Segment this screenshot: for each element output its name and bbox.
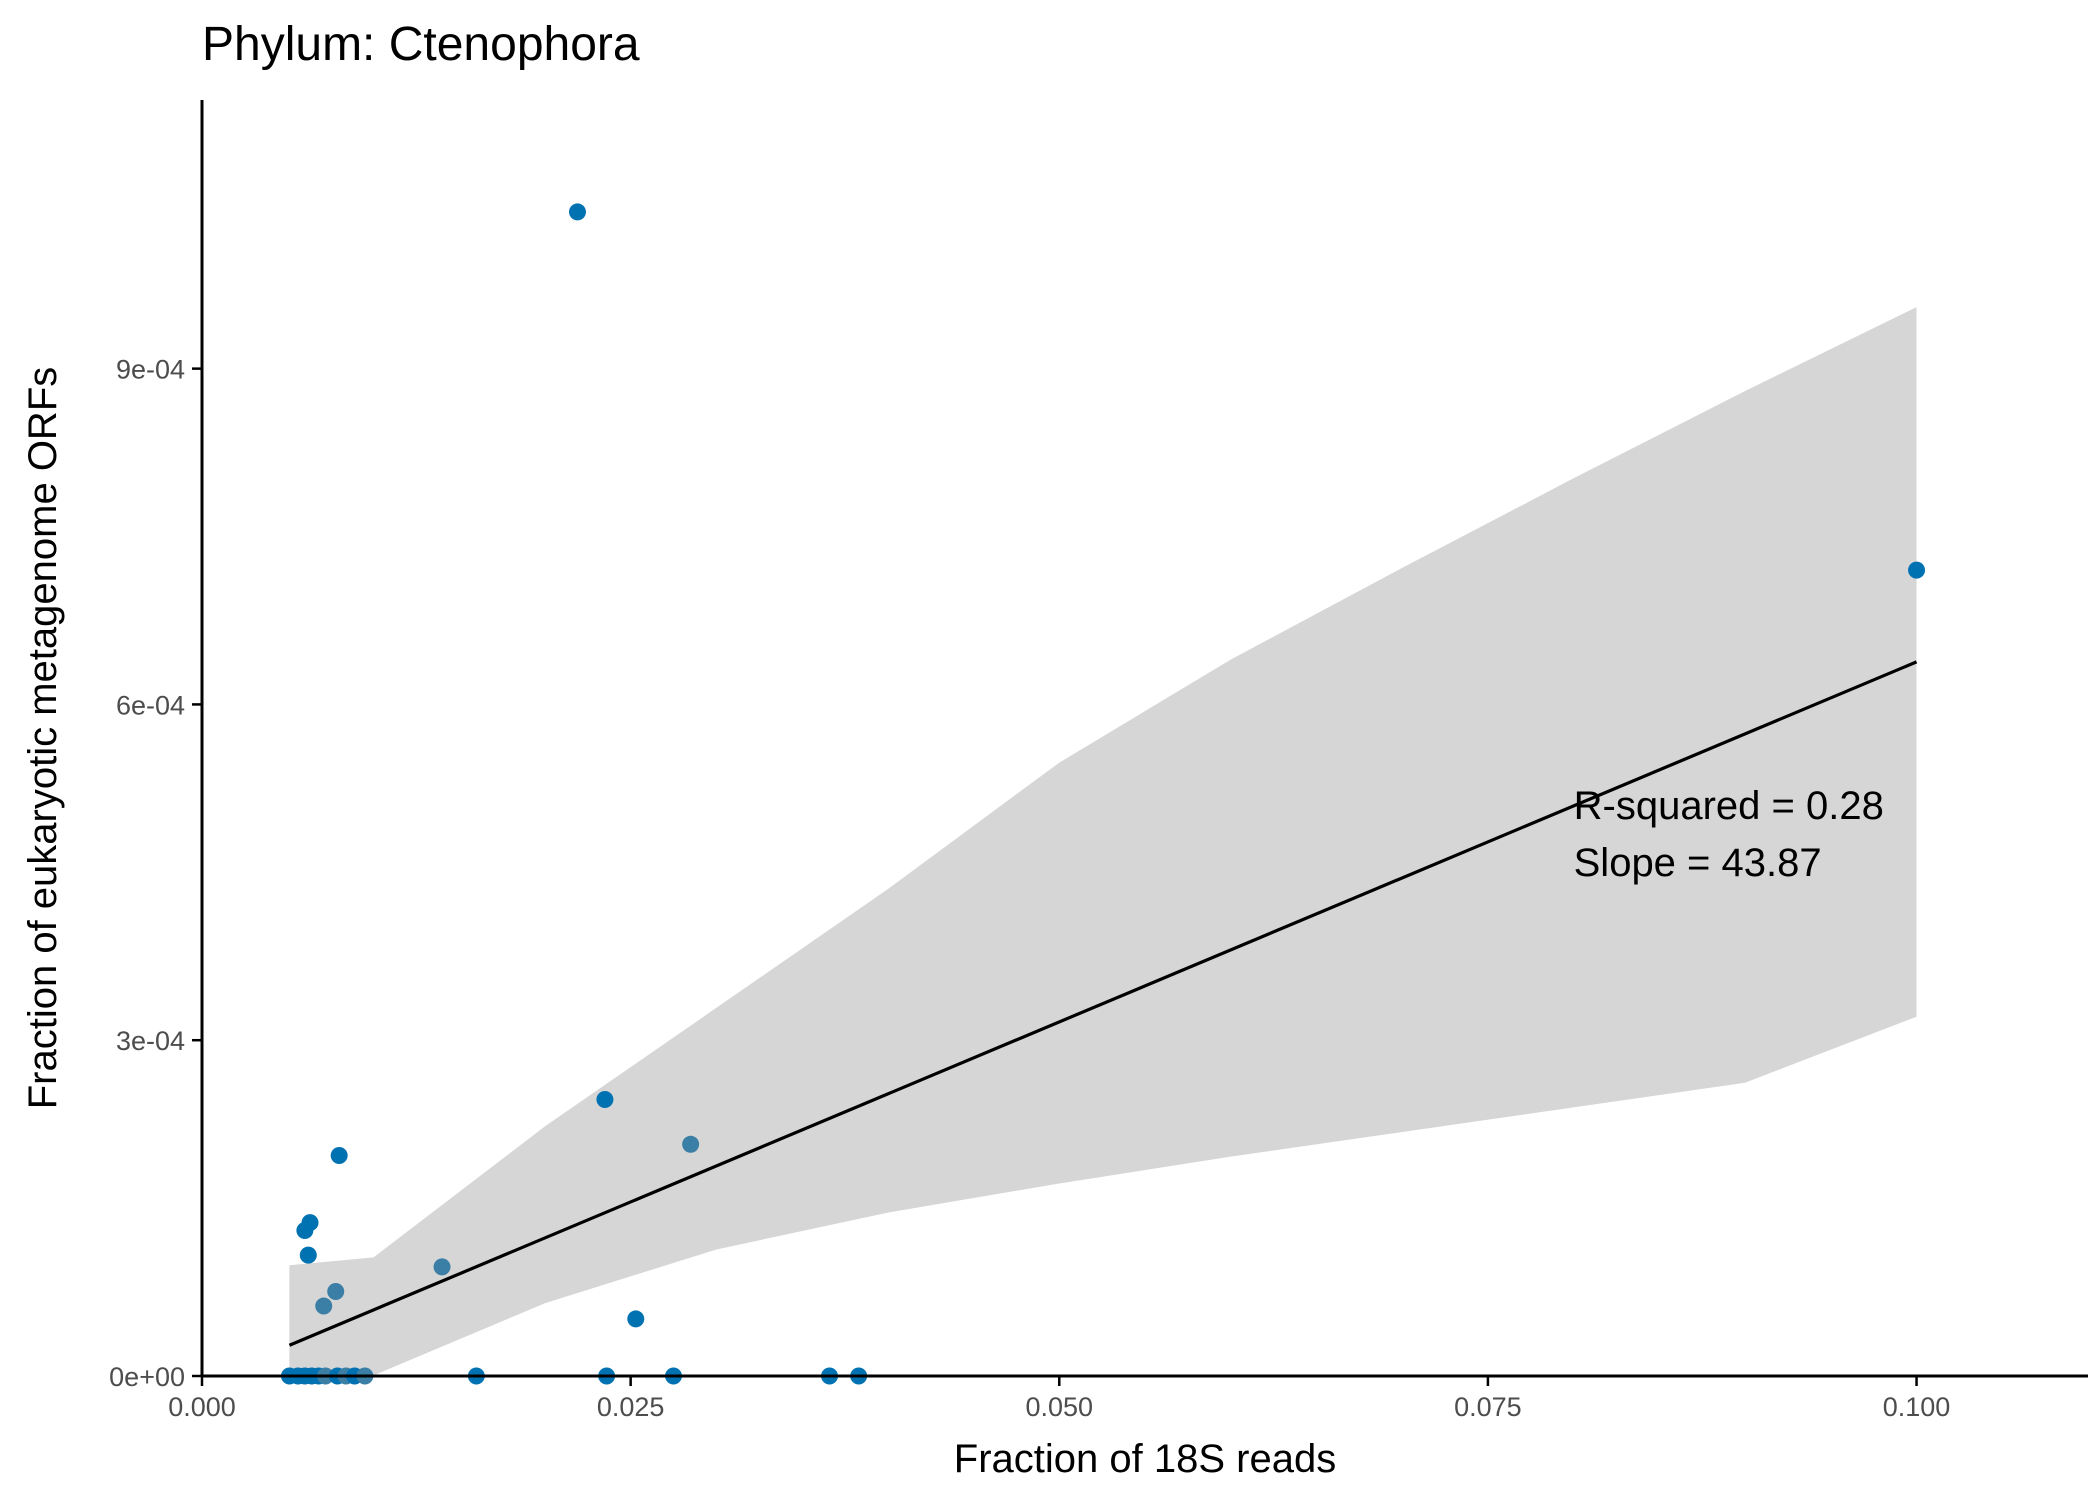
x-tick-label: 0.050 bbox=[1025, 1392, 1093, 1422]
data-point bbox=[568, 203, 586, 221]
confidence-band-layer bbox=[289, 307, 1917, 1377]
axes-layer: 0.000 0.025 0.050 0.075 0.100 0e+00 3e-04 6e-04… bbox=[109, 100, 2088, 1422]
regression-line-layer bbox=[288, 660, 1918, 1347]
data-point bbox=[627, 1310, 645, 1328]
slope-annotation: Slope = 43.87 bbox=[1574, 841, 1822, 885]
data-point bbox=[296, 1221, 314, 1239]
x-tick-label: 0.025 bbox=[597, 1392, 665, 1422]
data-point bbox=[327, 1282, 345, 1300]
x-tick-label: 0.100 bbox=[1883, 1392, 1951, 1422]
confidence-band bbox=[289, 307, 1917, 1377]
x-axis-title: Fraction of 18S reads bbox=[954, 1437, 1336, 1481]
y-tick-label: 0e+00 bbox=[109, 1362, 185, 1392]
chart-title: Phylum: Ctenophora bbox=[202, 18, 640, 71]
data-point bbox=[682, 1135, 700, 1153]
data-point bbox=[1908, 561, 1926, 579]
r-squared-annotation: R-squared = 0.28 bbox=[1574, 784, 1884, 828]
y-tick-label: 3e-04 bbox=[116, 1026, 185, 1056]
y-tick-label: 6e-04 bbox=[116, 690, 185, 720]
y-tick-label: 9e-04 bbox=[116, 355, 185, 385]
data-point bbox=[596, 1091, 614, 1109]
x-tick-label: 0.075 bbox=[1454, 1392, 1522, 1422]
regression-line bbox=[288, 660, 1918, 1347]
data-point bbox=[330, 1146, 348, 1164]
annotation-layer: R-squared = 0.28 Slope = 43.87 bbox=[1574, 784, 1884, 885]
data-point bbox=[433, 1258, 451, 1276]
y-axis-title: Fraction of eukaryotic metagenome ORFs bbox=[21, 367, 65, 1110]
data-points-layer bbox=[280, 203, 1926, 1385]
x-tick-label: 0.000 bbox=[168, 1392, 236, 1422]
data-point bbox=[315, 1297, 333, 1315]
data-point bbox=[299, 1246, 317, 1264]
